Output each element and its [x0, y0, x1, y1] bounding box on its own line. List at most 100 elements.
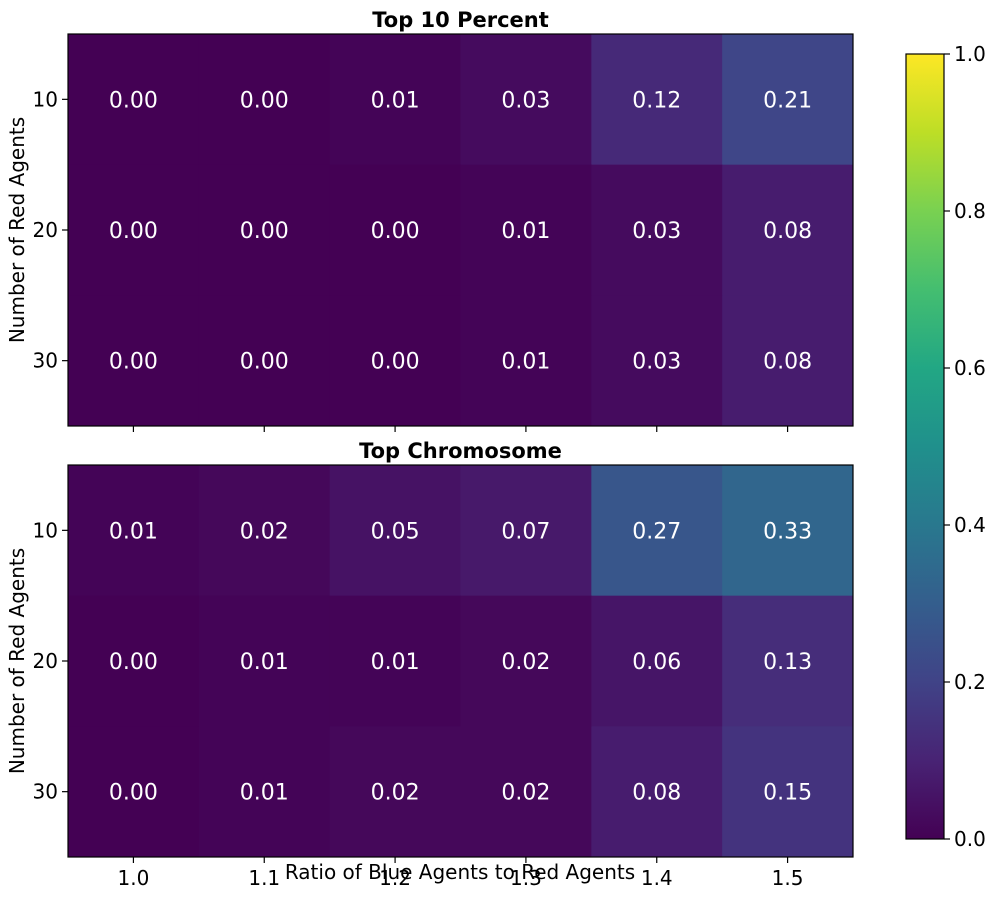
cell-value-label: 0.01 [240, 781, 289, 806]
heatmap-cell [460, 295, 592, 427]
cell-value-label: 0.33 [763, 519, 812, 544]
cell-value-label: 0.15 [763, 781, 812, 806]
colorbar: 0.0 0.2 0.4 0.6 0.8 1.0 [905, 42, 986, 851]
heatmap-cell [460, 465, 592, 597]
cell-value-label: 0.01 [109, 519, 158, 544]
heatmap-cell [329, 465, 461, 597]
y-axis-label: Number of Red Agents [5, 548, 29, 774]
y-tick-label: 30 [33, 780, 58, 804]
cell-value-label: 0.02 [371, 781, 420, 806]
heatmap-cell [722, 295, 854, 427]
x-tick-label: 1.0 [118, 866, 150, 890]
cell-value-label: 0.02 [240, 519, 289, 544]
cell-value-label: 0.02 [501, 781, 550, 806]
heatmap-cell [460, 34, 592, 166]
heatmap-cell [591, 164, 723, 296]
cell-value-label: 0.03 [501, 88, 550, 113]
heatmap-cell [591, 295, 723, 427]
cell-value-label: 0.00 [371, 350, 420, 375]
heatmap-cell [722, 465, 854, 597]
heatmap-cell [722, 726, 854, 858]
heatmap-cell [329, 295, 461, 427]
heatmap-cell [68, 726, 200, 858]
cell-value-label: 0.08 [632, 781, 681, 806]
cell-value-label: 0.01 [501, 219, 550, 244]
x-tick-label: 1.5 [772, 866, 804, 890]
heatmap-cell [329, 726, 461, 858]
heatmap-cell [68, 595, 200, 727]
heatmap-cell [329, 595, 461, 727]
cell-value-label: 0.12 [632, 88, 681, 113]
heatmap-cell [198, 465, 331, 597]
heatmap-panels: 0.00 0.00 0.01 0.03 0.12 0.210.00 0.00 0.00 0.01… [5, 8, 854, 890]
panel-title: Top 10 Percent [372, 8, 549, 32]
heatmap-cell [198, 726, 331, 858]
heatmap-cell [68, 465, 200, 597]
heatmap-cell [591, 465, 723, 597]
cell-value-label: 0.05 [371, 519, 420, 544]
heatmap-cell [460, 164, 592, 296]
cell-value-label: 0.00 [109, 88, 158, 113]
y-tick-label: 20 [33, 649, 58, 673]
heatmap-cell [68, 164, 200, 296]
y-tick-label: 10 [33, 87, 58, 111]
colorbar-tick-label: 0.8 [954, 199, 986, 223]
x-tick-label: 1.1 [248, 866, 280, 890]
cell-value-label: 0.00 [109, 781, 158, 806]
heatmap-cell [329, 34, 461, 166]
x-tick-label: 1.3 [510, 866, 542, 890]
heatmap-cell [198, 34, 331, 166]
colorbar-tick-label: 0.2 [954, 670, 986, 694]
heatmap-cell [329, 164, 461, 296]
y-tick-label: 30 [33, 349, 58, 373]
cell-value-label: 0.00 [240, 88, 289, 113]
heatmap-cell [591, 34, 723, 166]
heatmap-cell [460, 595, 592, 727]
heatmap-cell [722, 595, 854, 727]
colorbar-gradient [905, 53, 945, 840]
colorbar-tick-label: 1.0 [954, 42, 986, 66]
heatmap-cell [68, 295, 200, 427]
heatmap-cell [68, 34, 200, 166]
heatmap-cell [722, 164, 854, 296]
panel-title: Top Chromosome [359, 439, 562, 463]
cell-value-label: 0.00 [371, 219, 420, 244]
cell-value-label: 0.00 [240, 219, 289, 244]
cell-value-label: 0.06 [632, 650, 681, 675]
cell-value-label: 0.13 [763, 650, 812, 675]
cell-value-label: 0.00 [240, 350, 289, 375]
colorbar-tick-label: 0.6 [954, 356, 986, 380]
cell-value-label: 0.02 [501, 650, 550, 675]
heatmap-panel: 0.00 0.00 0.01 0.03 0.12 0.21 0.00 0.00 0.00 0.01… [5, 8, 854, 432]
y-tick-label: 10 [33, 518, 58, 542]
heatmap-panel: 0.01 0.02 0.05 0.07 0.27 0.33 0.00 0.01 0.01 0.02… [5, 439, 854, 890]
cell-value-label: 0.03 [632, 350, 681, 375]
x-axis-label: Ratio of Blue Agents to Red Agents [285, 860, 635, 884]
x-tick-label: 1.2 [379, 866, 411, 890]
cell-value-label: 0.08 [763, 350, 812, 375]
cell-value-label: 0.01 [501, 350, 550, 375]
heatmap-cell [460, 726, 592, 858]
cell-value-label: 0.01 [371, 650, 420, 675]
cell-value-label: 0.00 [109, 350, 158, 375]
cell-value-label: 0.27 [632, 519, 681, 544]
cell-value-label: 0.08 [763, 219, 812, 244]
cell-value-label: 0.03 [632, 219, 681, 244]
colorbar-tick-label: 0.0 [954, 827, 986, 851]
y-axis-label: Number of Red Agents [5, 117, 29, 343]
y-tick-label: 20 [33, 218, 58, 242]
cell-value-label: 0.00 [109, 650, 158, 675]
cell-value-label: 0.00 [109, 219, 158, 244]
heatmap-cell [198, 164, 331, 296]
cell-value-label: 0.21 [763, 88, 812, 113]
heatmap-cell [198, 595, 331, 727]
x-tick-label: 1.4 [641, 866, 673, 890]
heatmap-cell [198, 295, 331, 427]
cell-value-label: 0.01 [240, 650, 289, 675]
heatmap-cell [722, 34, 854, 166]
heatmap-cell [591, 595, 723, 727]
colorbar-tick-label: 0.4 [954, 513, 986, 537]
heatmap-cell [591, 726, 723, 858]
cell-value-label: 0.07 [501, 519, 550, 544]
